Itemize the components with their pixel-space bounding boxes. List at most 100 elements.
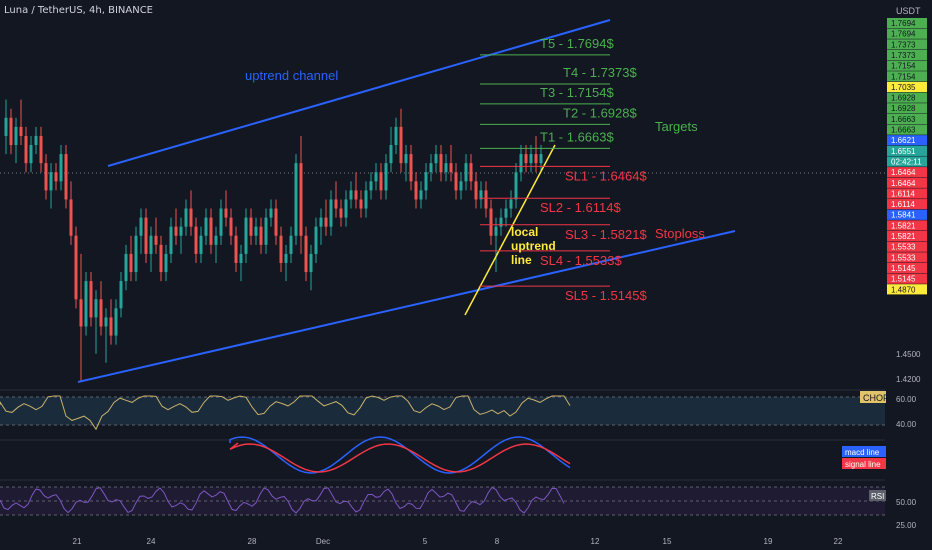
candle-body xyxy=(4,117,8,136)
candle-body xyxy=(389,145,393,164)
candle-body xyxy=(384,163,388,191)
price-tag xyxy=(887,18,927,29)
candle-body xyxy=(309,253,313,273)
candle-body xyxy=(464,163,468,182)
price-tag xyxy=(887,188,927,199)
time-tick: Dec xyxy=(316,537,330,546)
candle-body xyxy=(474,181,478,200)
price-tag xyxy=(887,113,927,124)
candle-body xyxy=(204,217,208,236)
candle-body xyxy=(229,217,233,236)
candle-body xyxy=(504,208,508,218)
candle-body xyxy=(289,235,293,254)
candle-body xyxy=(209,217,213,245)
price-tag-label: 1.5533 xyxy=(891,243,916,252)
price-tag-label: 1.5533 xyxy=(891,253,916,262)
candle-body xyxy=(299,163,303,236)
price-tag xyxy=(887,81,927,93)
candle-body xyxy=(329,199,333,227)
rsi-level-label: 50.00 xyxy=(896,498,917,507)
candle-body xyxy=(14,126,18,146)
candle-body xyxy=(219,208,223,236)
candle-body xyxy=(129,253,133,273)
candle-body xyxy=(94,299,98,318)
price-tag-label: 1.7373 xyxy=(891,40,916,49)
price-tag-label: 1.5145 xyxy=(891,275,916,284)
candle-body xyxy=(449,163,453,173)
local-line-annotation: line xyxy=(511,253,532,267)
candle-body xyxy=(264,217,268,245)
candle-body xyxy=(159,244,163,273)
time-tick: 19 xyxy=(764,537,773,546)
price-tag-label: 02:42:11 xyxy=(891,157,922,166)
price-tag-label: 1.6621 xyxy=(891,136,916,145)
chop-level-label: 40.00 xyxy=(896,420,917,429)
target-label: T3 - 1.7154$ xyxy=(540,85,614,100)
rsi-tag-label: RSI xyxy=(871,492,884,501)
price-tag-label: 1.5841 xyxy=(891,211,916,220)
candle-body xyxy=(244,217,248,254)
price-tag xyxy=(887,177,927,188)
price-tag xyxy=(887,124,927,135)
macd-line xyxy=(229,436,571,474)
candle-body xyxy=(534,154,538,164)
candle-body xyxy=(524,154,528,164)
chop-line xyxy=(0,395,571,431)
price-tag xyxy=(887,156,927,167)
candle-body xyxy=(194,226,198,254)
candle-body xyxy=(214,235,218,245)
price-tag xyxy=(887,71,927,82)
candle-body xyxy=(74,235,78,300)
time-tick: 12 xyxy=(591,537,600,546)
candle-body xyxy=(69,199,73,236)
candle-body xyxy=(529,154,533,164)
candle-body xyxy=(34,135,38,146)
time-scale[interactable]: 21 24 28 Dec 5 8 12 15 19 22 xyxy=(73,537,843,546)
candle-body xyxy=(439,154,443,173)
signal-line xyxy=(229,442,571,473)
grid xyxy=(0,172,885,481)
candle-body xyxy=(189,208,193,227)
candle-body xyxy=(499,217,503,227)
price-tag-label: 1.6114 xyxy=(891,189,915,198)
candle-body xyxy=(199,235,203,254)
price-tag-label: 1.5145 xyxy=(891,264,916,273)
candle-body xyxy=(19,126,23,136)
time-tick: 22 xyxy=(834,537,843,546)
candle-body xyxy=(44,163,48,191)
candle-body xyxy=(509,199,513,209)
candle-body xyxy=(454,172,458,191)
time-tick: 28 xyxy=(248,537,257,546)
stoploss-annotation: Stoploss xyxy=(655,226,705,241)
price-scale[interactable]: USDT1.76941.76941.73731.73731.71541.7154… xyxy=(886,0,932,550)
candle-body xyxy=(9,117,13,146)
price-tag xyxy=(887,92,927,103)
stoploss-label: SL3 - 1.5821$ xyxy=(565,227,647,242)
price-tag xyxy=(887,209,927,220)
candle-body xyxy=(349,190,353,200)
rsi-tag xyxy=(869,490,886,501)
candle-body xyxy=(139,217,143,236)
price-tag xyxy=(887,199,927,210)
rsi-band xyxy=(0,487,885,515)
candle-body xyxy=(239,253,243,263)
candle-body xyxy=(419,190,423,200)
channel-annotation: uptrend channel xyxy=(245,68,338,83)
candle-body xyxy=(444,163,448,173)
price-tag-label: 1.6928 xyxy=(891,94,916,103)
candle-body xyxy=(29,145,33,164)
candle-body xyxy=(479,190,483,200)
candle-body xyxy=(354,190,358,200)
time-tick: 8 xyxy=(495,537,500,546)
candle-body xyxy=(469,163,473,182)
candle-body xyxy=(339,208,343,218)
candle-body xyxy=(294,163,298,236)
price-tag xyxy=(887,241,927,252)
candle-body xyxy=(269,208,273,218)
price-tag-label: 1.6663 xyxy=(891,126,916,135)
candle-body xyxy=(424,172,428,191)
candle-body xyxy=(84,281,88,327)
